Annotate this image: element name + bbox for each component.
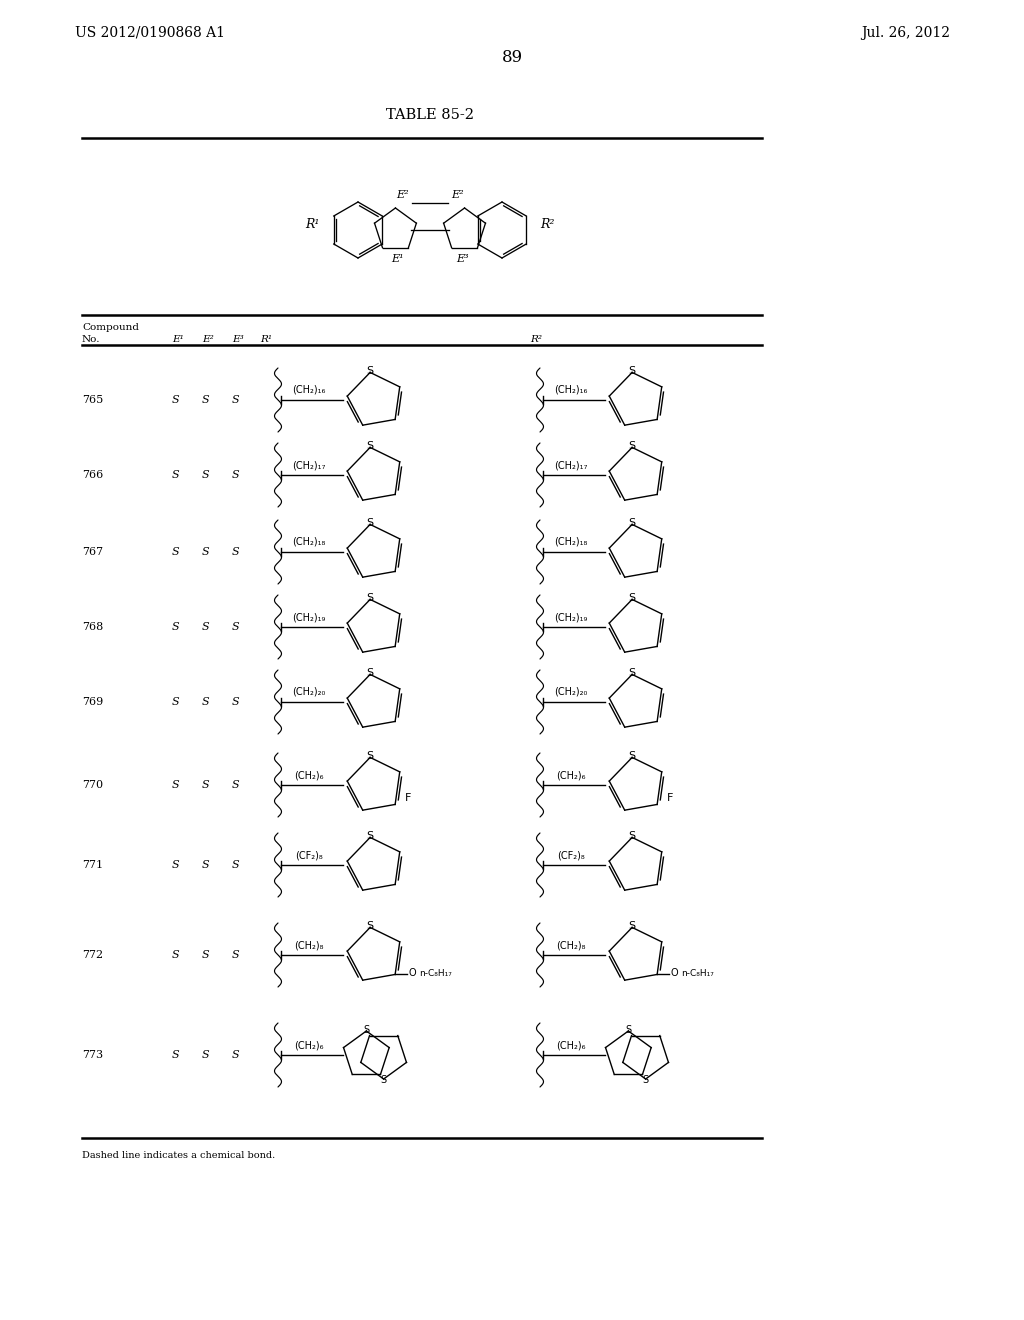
Text: E¹: E¹ (172, 335, 183, 345)
Text: E²: E² (202, 335, 214, 345)
Text: TABLE 85-2: TABLE 85-2 (386, 108, 474, 121)
Text: S: S (202, 697, 210, 708)
Text: 89: 89 (502, 49, 522, 66)
Text: 767: 767 (82, 546, 103, 557)
Text: F: F (406, 793, 412, 804)
Text: 773: 773 (82, 1049, 103, 1060)
Text: O: O (409, 969, 416, 978)
Text: (CF₂)₈: (CF₂)₈ (295, 850, 323, 861)
Text: S: S (643, 1074, 648, 1085)
Text: S: S (364, 1026, 370, 1035)
Text: S: S (232, 697, 240, 708)
Text: Compound: Compound (82, 322, 139, 331)
Text: E¹: E¹ (391, 255, 403, 264)
Text: n-C₈H₁₇: n-C₈H₁₇ (681, 969, 714, 978)
Text: E³: E³ (457, 255, 469, 264)
Text: (CH₂)₁₈: (CH₂)₁₈ (292, 537, 326, 546)
Text: S: S (232, 546, 240, 557)
Text: S: S (629, 668, 636, 678)
Text: S: S (172, 470, 179, 480)
Text: S: S (202, 622, 210, 632)
Text: S: S (367, 668, 374, 678)
Text: (CH₂)₁₇: (CH₂)₁₇ (292, 459, 326, 470)
Text: S: S (367, 367, 374, 376)
Text: 771: 771 (82, 861, 103, 870)
Text: S: S (232, 950, 240, 960)
Text: R¹: R¹ (305, 219, 319, 231)
Text: Dashed line indicates a chemical bond.: Dashed line indicates a chemical bond. (82, 1151, 275, 1159)
Text: S: S (172, 780, 179, 789)
Text: (CH₂)₆: (CH₂)₆ (294, 1040, 324, 1049)
Text: S: S (202, 950, 210, 960)
Text: S: S (172, 1049, 179, 1060)
Text: S: S (629, 751, 636, 762)
Text: n-C₈H₁₇: n-C₈H₁₇ (419, 969, 452, 978)
Text: (CH₂)₁₆: (CH₂)₁₆ (554, 385, 588, 395)
Text: R²: R² (540, 219, 554, 231)
Text: S: S (232, 622, 240, 632)
Text: R²: R² (530, 335, 542, 345)
Text: Jul. 26, 2012: Jul. 26, 2012 (861, 26, 950, 40)
Text: S: S (629, 832, 636, 841)
Text: S: S (232, 470, 240, 480)
Text: R¹: R¹ (260, 335, 272, 345)
Text: (CH₂)₁₈: (CH₂)₁₈ (554, 537, 588, 546)
Text: S: S (172, 950, 179, 960)
Text: S: S (172, 395, 179, 405)
Text: S: S (172, 861, 179, 870)
Text: S: S (232, 861, 240, 870)
Text: O: O (670, 969, 678, 978)
Text: S: S (202, 861, 210, 870)
Text: S: S (367, 751, 374, 762)
Text: (CF₂)₈: (CF₂)₈ (557, 850, 585, 861)
Text: S: S (381, 1074, 387, 1085)
Text: US 2012/0190868 A1: US 2012/0190868 A1 (75, 26, 225, 40)
Text: (CH₂)₈: (CH₂)₈ (294, 940, 324, 950)
Text: S: S (367, 441, 374, 451)
Text: S: S (629, 367, 636, 376)
Text: (CH₂)₂₀: (CH₂)₂₀ (292, 686, 326, 697)
Text: S: S (232, 395, 240, 405)
Text: S: S (629, 441, 636, 451)
Text: F: F (668, 793, 674, 804)
Text: S: S (202, 780, 210, 789)
Text: E²: E² (451, 190, 464, 201)
Text: (CH₂)₁₇: (CH₂)₁₇ (554, 459, 588, 470)
Text: S: S (367, 832, 374, 841)
Text: (CH₂)₆: (CH₂)₆ (556, 770, 586, 780)
Text: S: S (172, 697, 179, 708)
Text: S: S (367, 921, 374, 932)
Text: S: S (367, 594, 374, 603)
Text: 766: 766 (82, 470, 103, 480)
Text: S: S (172, 622, 179, 632)
Text: S: S (629, 519, 636, 528)
Text: S: S (232, 780, 240, 789)
Text: 765: 765 (82, 395, 103, 405)
Text: S: S (629, 921, 636, 932)
Text: (CH₂)₂₀: (CH₂)₂₀ (554, 686, 588, 697)
Text: 769: 769 (82, 697, 103, 708)
Text: E³: E³ (232, 335, 244, 345)
Text: S: S (367, 519, 374, 528)
Text: (CH₂)₁₉: (CH₂)₁₉ (292, 612, 326, 622)
Text: S: S (202, 395, 210, 405)
Text: (CH₂)₈: (CH₂)₈ (556, 940, 586, 950)
Text: (CH₂)₁₆: (CH₂)₁₆ (292, 385, 326, 395)
Text: 768: 768 (82, 622, 103, 632)
Text: S: S (629, 594, 636, 603)
Text: S: S (626, 1026, 632, 1035)
Text: E²: E² (396, 190, 409, 201)
Text: (CH₂)₆: (CH₂)₆ (556, 1040, 586, 1049)
Text: (CH₂)₁₉: (CH₂)₁₉ (554, 612, 588, 622)
Text: S: S (202, 546, 210, 557)
Text: (CH₂)₆: (CH₂)₆ (294, 770, 324, 780)
Text: S: S (232, 1049, 240, 1060)
Text: S: S (202, 470, 210, 480)
Text: S: S (172, 546, 179, 557)
Text: S: S (202, 1049, 210, 1060)
Text: 772: 772 (82, 950, 103, 960)
Text: No.: No. (82, 335, 100, 345)
Text: 770: 770 (82, 780, 103, 789)
